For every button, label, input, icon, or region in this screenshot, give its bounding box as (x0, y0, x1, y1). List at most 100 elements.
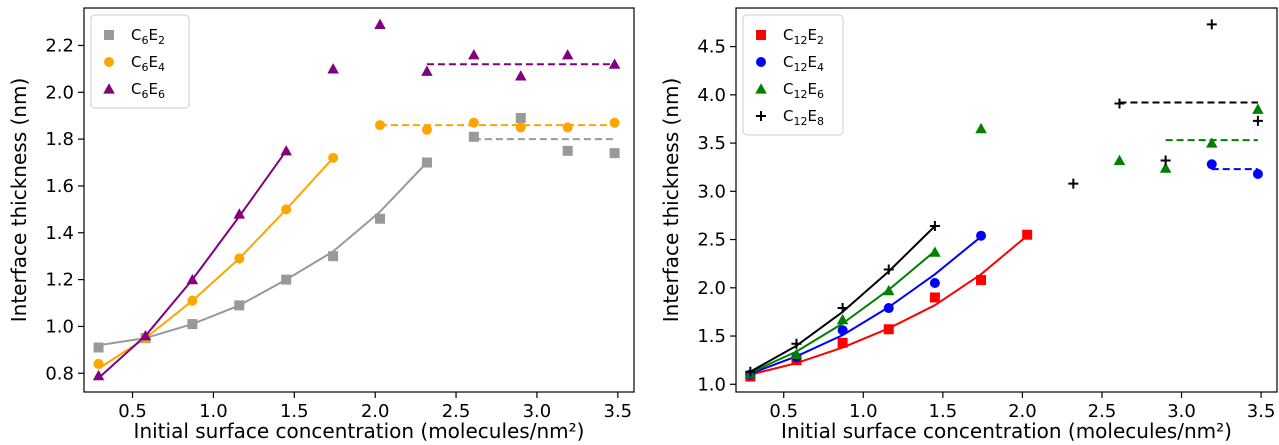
data-point (1159, 162, 1172, 173)
left-chart-panel: 0.5 1.0 1.5 2.0 2.5 3.0 3.5 0.8 1.0 1.2 1.4 1.6 1.8 2… (7, 7, 635, 443)
y-tick-label: 3.0 (697, 181, 726, 202)
legend-label: C6E6 (131, 80, 165, 101)
legend-label: C6E2 (131, 26, 165, 47)
series-C6E6 (92, 18, 621, 381)
data-point (836, 313, 849, 325)
data-point (421, 124, 432, 135)
fit-line-C12E8 (749, 225, 936, 373)
data-point (93, 358, 104, 369)
data-point (234, 300, 245, 311)
data-point (883, 264, 894, 275)
axes-frame (83, 7, 635, 393)
legend-item-C12E8: C12E8 (756, 107, 824, 128)
legend: C6E2 C6E4 C6E6 (90, 14, 190, 109)
x-tick-label: 2.0 (1008, 401, 1037, 422)
series-C12E8 (745, 19, 1263, 377)
data-point (515, 70, 527, 81)
data-point (929, 277, 940, 288)
data-point (281, 204, 292, 215)
y-tick-label: 4.5 (697, 37, 726, 58)
y-tick-label: 2.2 (45, 35, 74, 56)
y-tick-label: 3.5 (697, 133, 726, 154)
x-tick-label: 3.0 (523, 401, 552, 422)
right-chart-panel: 0.5 1.0 1.5 2.0 2.5 3.0 3.5 1.0 1.5 2.0 2.5 3.0 3.5 4… (659, 7, 1278, 443)
legend-item-C6E6: C6E6 (103, 80, 165, 101)
data-point (375, 120, 386, 131)
data-point (421, 65, 433, 76)
data-point (1206, 137, 1218, 148)
data-point (375, 213, 386, 224)
data-point (975, 122, 987, 134)
data-point (1206, 159, 1217, 170)
data-point (328, 251, 339, 262)
data-point (234, 253, 245, 264)
y-tick-label: 1.0 (697, 374, 726, 395)
legend: C12E2 C12E4 C12E6 C12E8 (742, 14, 844, 136)
data-point (883, 303, 894, 314)
x-tick-label: 3.5 (604, 401, 633, 422)
data-point (327, 63, 339, 74)
y-tick-label: 2.0 (45, 82, 74, 103)
x-tick-label: 2.0 (361, 401, 390, 422)
data-point (515, 122, 526, 133)
data-point (609, 117, 620, 128)
legend-label: C6E4 (131, 53, 165, 74)
data-point (976, 230, 987, 241)
fit-line-C6E4 (98, 157, 334, 370)
legend-box (90, 14, 190, 109)
legend-label: C12E2 (783, 26, 824, 47)
data-point (468, 49, 480, 60)
y-tick-label: 2.5 (697, 230, 726, 251)
data-point (745, 366, 756, 377)
data-point (929, 221, 940, 232)
x-tick-label: 1.5 (280, 401, 309, 422)
data-point (561, 49, 574, 60)
data-point (186, 273, 199, 285)
data-point (929, 246, 941, 257)
y-tick-label: 2.0 (697, 278, 726, 299)
legend-item-C12E4: C12E4 (756, 53, 824, 74)
series-C12E4 (745, 159, 1263, 380)
data-point (374, 18, 386, 29)
legend-label: C12E4 (783, 53, 824, 74)
legend-label: C12E6 (783, 80, 824, 101)
data-point (1252, 115, 1263, 126)
data-point (837, 337, 848, 348)
data-point (93, 342, 104, 353)
legend-marker (756, 30, 766, 40)
y-tick-label: 1.2 (45, 270, 74, 291)
y-tick-label: 1.4 (45, 223, 74, 244)
y-tick-label: 0.8 (45, 363, 74, 384)
data-point (468, 131, 479, 142)
legend-marker (756, 57, 766, 67)
data-point (976, 275, 987, 286)
data-point (280, 145, 292, 156)
x-axis-label: Initial surface concentration (molecules… (781, 419, 1232, 443)
y-axis-label: Interface thickness (nm) (659, 78, 683, 323)
fit-line-C6E2 (98, 161, 428, 347)
data-point (790, 348, 803, 359)
fit-line-C12E4 (749, 235, 982, 375)
y-tick-label: 1.6 (45, 176, 74, 197)
data-point (1206, 19, 1217, 30)
data-point (929, 292, 940, 303)
x-tick-label: 1.5 (929, 401, 958, 422)
data-point (883, 324, 894, 335)
data-point (1160, 155, 1171, 166)
data-point (515, 113, 526, 124)
data-point (1114, 98, 1125, 109)
data-point (837, 325, 848, 336)
plot-area (744, 19, 1264, 382)
x-tick-label: 1.0 (849, 401, 878, 422)
x-tick-label: 1.0 (199, 401, 228, 422)
legend-label: C12E8 (783, 107, 824, 128)
x-axis-label: Initial surface concentration (molecules… (134, 419, 585, 443)
data-point (791, 338, 802, 349)
data-point (187, 319, 198, 330)
data-point (328, 152, 339, 163)
data-point (421, 157, 432, 168)
data-point (187, 295, 198, 306)
x-tick-label: 0.5 (769, 401, 798, 422)
data-point (281, 274, 292, 285)
y-tick-label: 1.0 (45, 316, 74, 337)
